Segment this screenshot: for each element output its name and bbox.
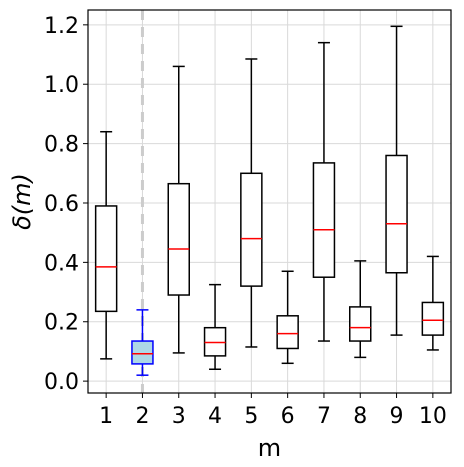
x-tick-label: 5 <box>244 404 258 429</box>
y-axis-label: δ(m) <box>8 173 36 230</box>
box-iqr <box>240 172 263 287</box>
box-iqr <box>385 154 408 274</box>
x-tick-label: 2 <box>135 404 149 429</box>
x-tick-label: 4 <box>208 404 222 429</box>
x-axis-ticks: 1 2 3 4 5 6 7 8 9 10 <box>99 393 447 429</box>
y-tick-label: 0.6 <box>44 192 79 217</box>
x-tick-label: 3 <box>172 404 186 429</box>
box-1 <box>94 130 118 360</box>
box-7 <box>312 41 336 342</box>
x-axis-label: m <box>258 434 281 462</box>
box-iqr <box>167 182 190 296</box>
y-tick-label: 1.2 <box>44 14 79 39</box>
plot-area-frame <box>87 9 452 394</box>
box-iqr <box>94 205 118 313</box>
x-tick-label: 9 <box>390 404 404 429</box>
y-tick-label: 0.4 <box>44 251 79 276</box>
box-iqr <box>421 301 445 336</box>
box-iqr <box>276 315 299 350</box>
box-4 <box>203 283 227 370</box>
box-8 <box>349 260 372 359</box>
y-tick-label: 0.2 <box>44 311 79 336</box>
boxplots <box>94 25 445 376</box>
box-5 <box>240 58 263 348</box>
box-9 <box>385 25 408 336</box>
y-axis-ticks: 0.0 0.2 0.4 0.6 0.8 1.0 1.2 <box>44 14 88 395</box>
x-tick-label: 6 <box>281 404 295 429</box>
x-tick-label: 7 <box>317 404 331 429</box>
x-tick-label: 8 <box>353 404 367 429</box>
y-tick-label: 0.8 <box>44 133 79 158</box>
x-tick-label: 10 <box>419 404 447 429</box>
y-tick-label: 0.0 <box>44 370 79 395</box>
box-2 <box>131 309 154 376</box>
box-6 <box>276 270 299 365</box>
x-tick-label: 1 <box>99 404 113 429</box>
y-tick-label: 1.0 <box>44 73 79 98</box>
box-iqr <box>349 306 372 342</box>
box-iqr <box>131 340 154 365</box>
box-10 <box>421 255 445 351</box>
box-3 <box>167 65 190 354</box>
box-iqr <box>312 162 336 278</box>
